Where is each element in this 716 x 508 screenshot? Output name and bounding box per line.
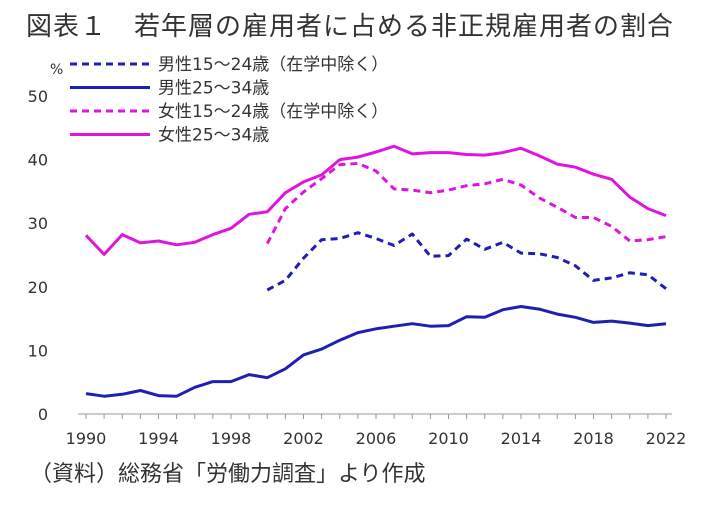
source-note: （資料）総務省「労働力調査」より作成	[30, 462, 426, 487]
x-tick-label: 2010	[428, 429, 469, 448]
series-layer	[84, 144, 667, 398]
legend-label-1: 男性15～24歳（在学中除く）	[158, 55, 388, 75]
y-tick-label: 20	[28, 278, 48, 297]
y-tick-label: 50	[28, 87, 48, 106]
x-tick-label: 1990	[66, 429, 107, 448]
x-tick-label: 2006	[356, 429, 397, 448]
chart-title: 図表１ 若年層の雇用者に占める非正規雇用者の割合	[26, 12, 675, 42]
y-tick-label: 10	[28, 341, 48, 360]
series-line-3	[265, 161, 667, 245]
x-tick-label: 2002	[283, 429, 324, 448]
series-line-4	[84, 144, 667, 256]
y-tick-label: 40	[28, 151, 48, 170]
x-tick-label: 2018	[573, 429, 614, 448]
y-axis-unit: %	[50, 62, 64, 78]
y-tick-label: 0	[38, 405, 48, 424]
legend-label-2: 男性25～34歳	[158, 79, 269, 99]
x-tick-label: 1998	[211, 429, 252, 448]
legend-label-3: 女性15～24歳（在学中除く）	[158, 102, 388, 122]
x-tick-label: 2014	[501, 429, 542, 448]
series-line-1	[266, 231, 667, 292]
series-line-2	[85, 305, 667, 398]
x-tick-label: 2022	[646, 429, 687, 448]
x-tick-label: 1994	[138, 429, 179, 448]
legend-label-4: 女性25～34歳	[158, 126, 269, 146]
y-tick-label: 30	[28, 214, 48, 233]
axes: 1990 1994 1998 2002 2006 2010 2014 2018 2022 0 10 2…	[28, 87, 687, 448]
